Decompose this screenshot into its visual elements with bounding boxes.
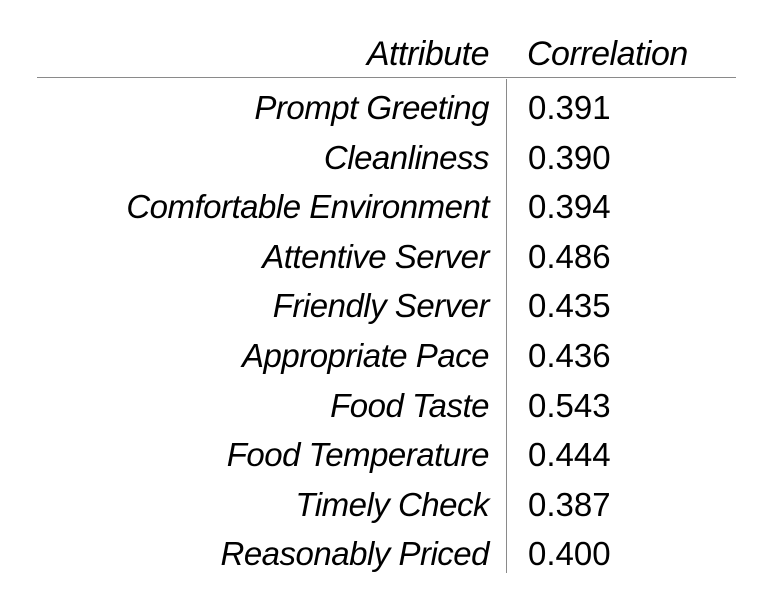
correlation-column-header: Correlation [527,35,688,73]
table-row: Appropriate Pace 0.436 [0,331,766,381]
correlation-cell: 0.444 [528,436,611,474]
attribute-cell: Appropriate Pace [242,336,490,374]
table-row: Food Temperature 0.444 [0,430,766,480]
column-divider [506,79,507,573]
table-row: Comfortable Environment 0.394 [0,182,766,232]
table-row: Timely Check 0.387 [0,480,766,530]
attribute-column-header: Attribute [366,35,490,73]
table-row: Cleanliness 0.390 [0,133,766,183]
table-row: Attentive Server 0.486 [0,232,766,282]
header-rule [37,77,736,78]
correlation-cell: 0.390 [528,138,611,176]
table-row: Food Taste 0.543 [0,381,766,431]
table-row: Reasonably Priced 0.400 [0,529,766,579]
attribute-cell: Reasonably Priced [220,535,490,573]
correlation-cell: 0.436 [528,336,611,374]
attribute-cell: Prompt Greeting [254,89,489,126]
correlation-cell: 0.391 [528,89,611,126]
correlation-cell: 0.435 [528,287,611,325]
table-row: Prompt Greeting 0.391 [0,83,766,133]
attribute-cell: Friendly Server [272,287,490,325]
correlation-cell: 0.400 [528,535,611,573]
attribute-cell: Attentive Server [262,237,489,275]
attribute-cell: Comfortable Environment [126,188,489,226]
attribute-cell: Food Taste [330,386,489,424]
attribute-cell: Cleanliness [323,138,490,176]
table-row: Friendly Server 0.435 [0,281,766,331]
correlation-cell: 0.387 [528,485,611,523]
attribute-cell: Timely Check [295,485,489,523]
correlation-cell: 0.543 [528,386,611,424]
table-body: Prompt Greeting 0.391 Cleanliness 0.390 Comf… [0,83,766,579]
attribute-cell: Food Temperature [226,436,490,474]
correlation-cell: 0.486 [528,237,611,275]
correlation-cell: 0.394 [528,188,611,226]
